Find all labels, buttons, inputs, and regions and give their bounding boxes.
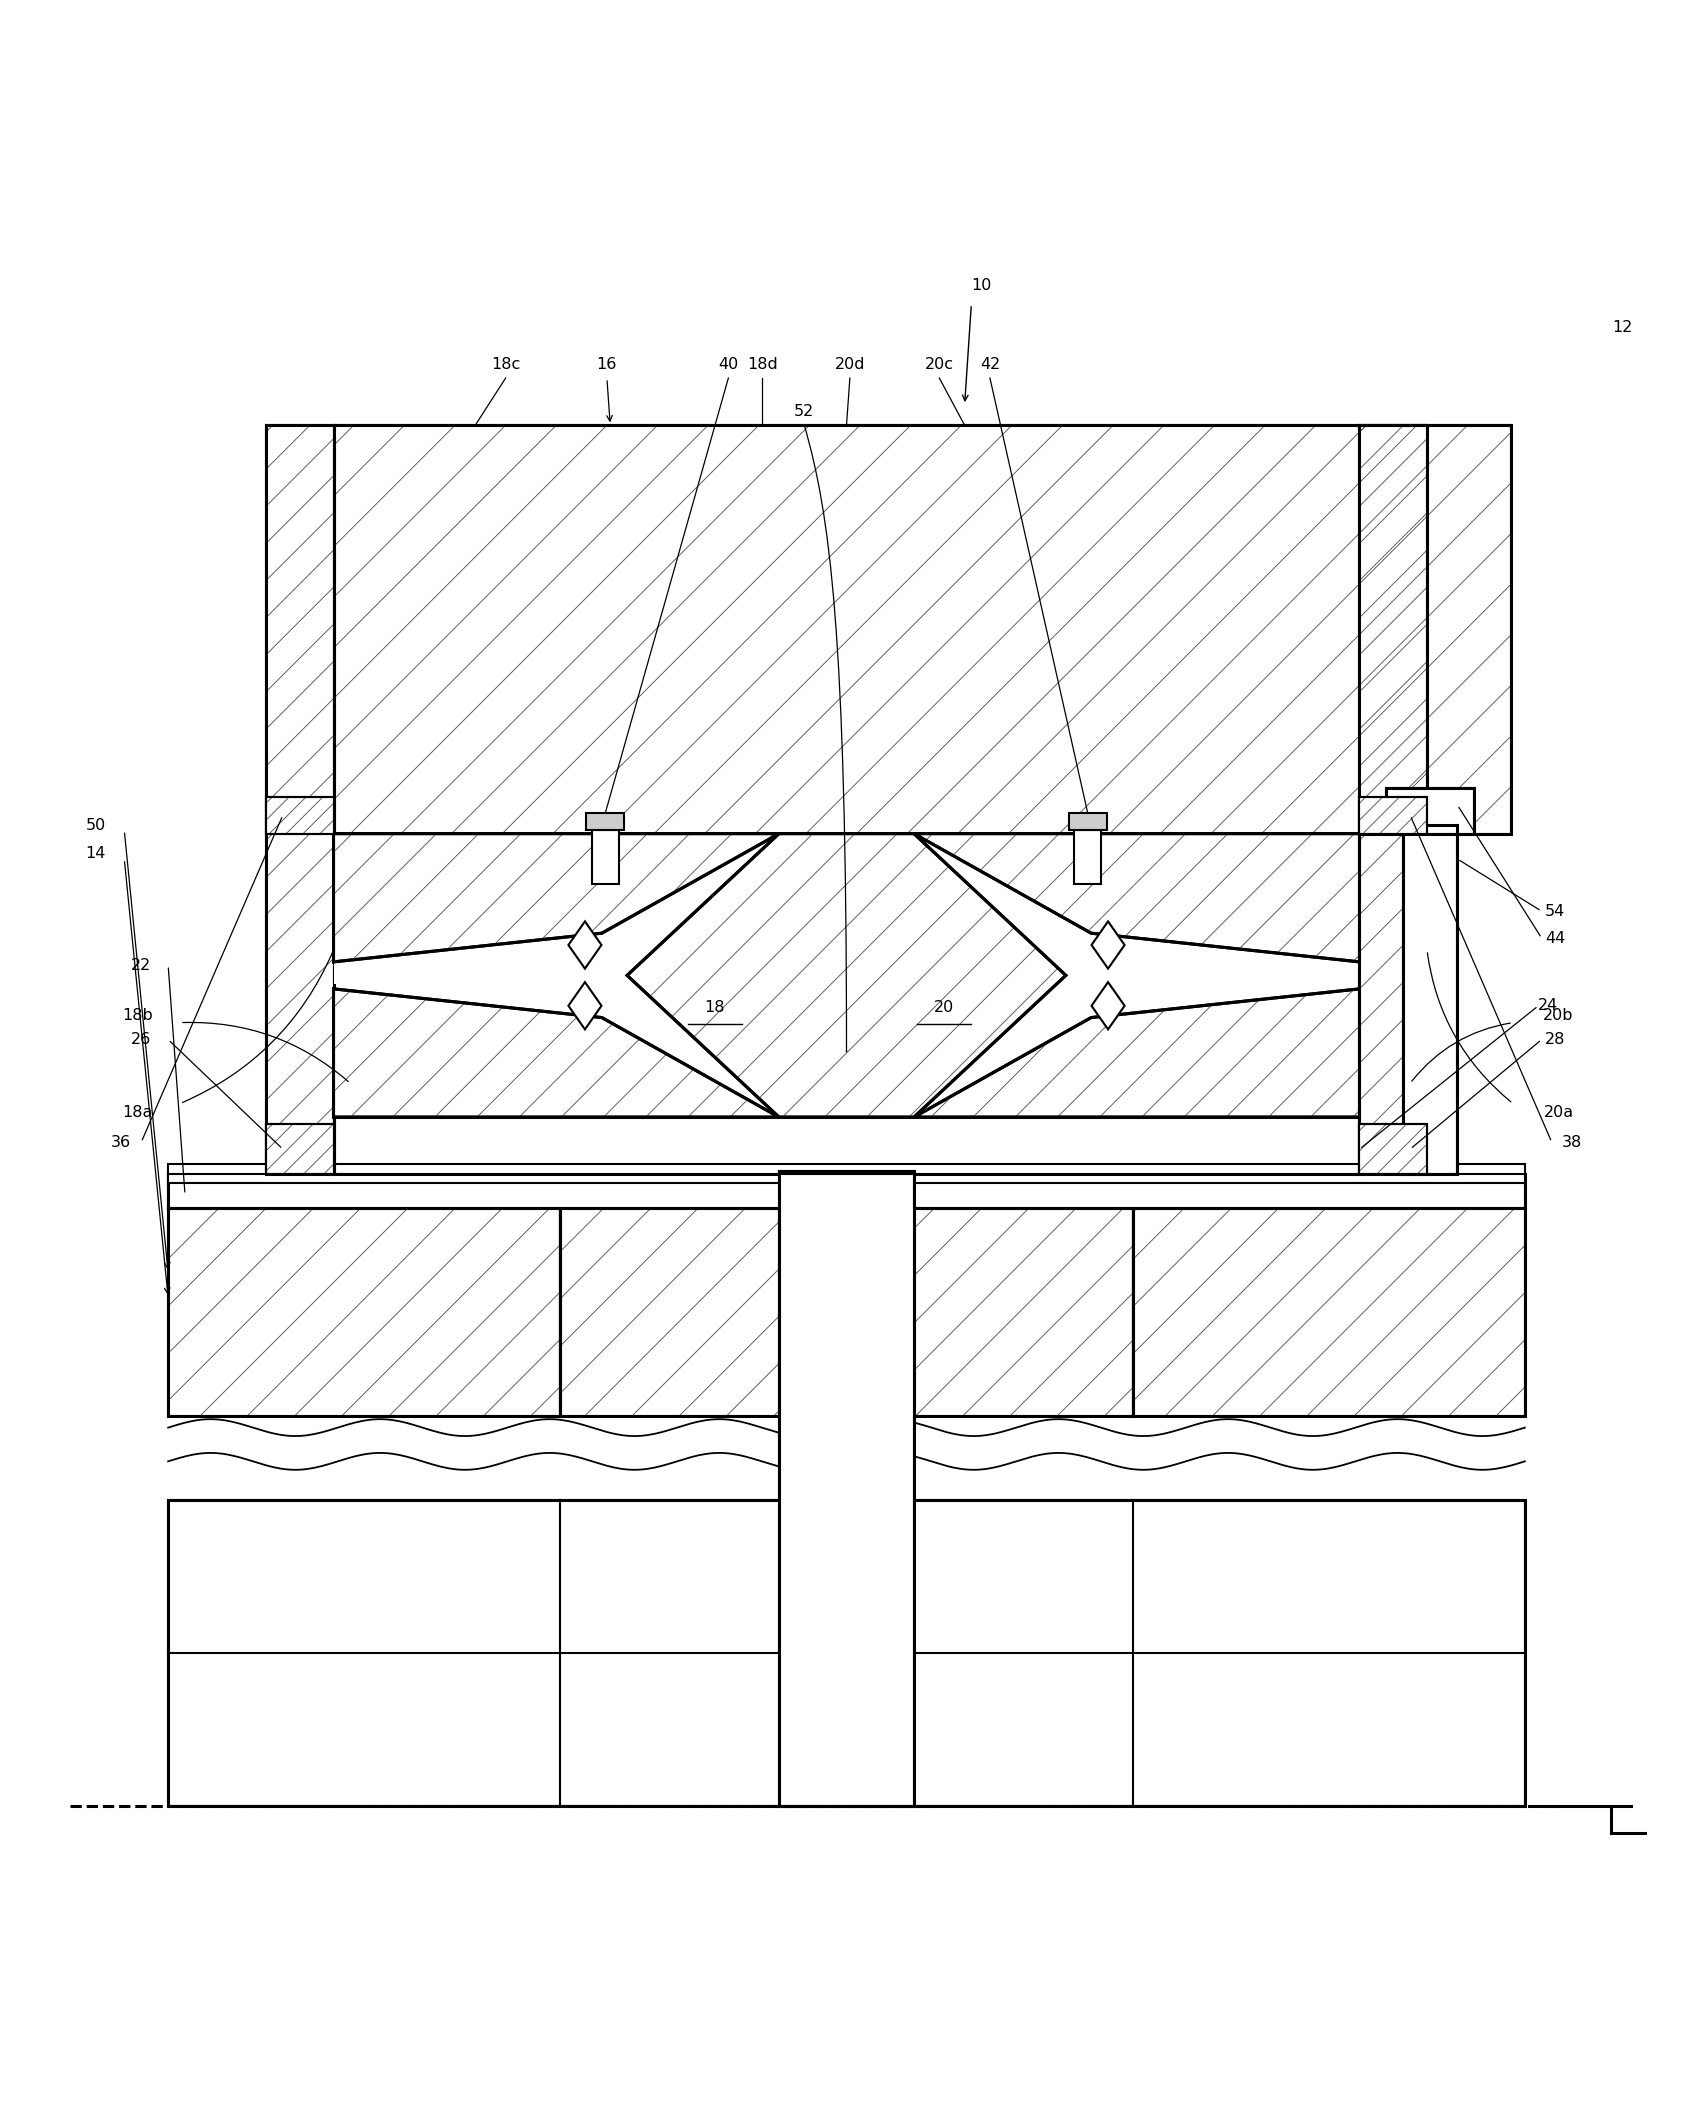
Bar [1359, 1125, 1427, 1175]
Text: 22: 22 [130, 958, 151, 973]
Bar [1068, 813, 1107, 830]
Polygon shape [914, 834, 1359, 962]
Polygon shape [334, 834, 779, 962]
Text: 28: 28 [1546, 1032, 1566, 1047]
Polygon shape [914, 990, 1359, 1116]
Bar [591, 830, 618, 885]
Bar [1387, 788, 1475, 834]
Text: 18c: 18c [491, 358, 520, 373]
Bar [1359, 1125, 1427, 1175]
Text: 18d: 18d [747, 358, 777, 373]
Bar [1359, 425, 1427, 1175]
Bar [779, 1171, 914, 1805]
Text: 20d: 20d [835, 358, 865, 373]
Text: 20a: 20a [1544, 1104, 1574, 1120]
Text: 20c: 20c [924, 358, 953, 373]
Bar [1075, 830, 1102, 885]
Text: 10: 10 [972, 278, 992, 293]
Bar [266, 425, 334, 1175]
Bar [168, 1165, 1525, 1184]
Bar [168, 1499, 1525, 1805]
Text: 38: 38 [1563, 1135, 1583, 1150]
Text: 16: 16 [596, 358, 616, 373]
Bar [334, 425, 1512, 834]
Polygon shape [626, 834, 1067, 1116]
Polygon shape [569, 922, 601, 969]
Bar [560, 1209, 1133, 1415]
Bar [168, 1499, 1525, 1805]
Bar [1387, 788, 1475, 834]
Bar [266, 1125, 334, 1175]
Bar [1359, 425, 1427, 1175]
Bar [779, 1171, 914, 1805]
Polygon shape [569, 981, 601, 1030]
Text: 24: 24 [1539, 998, 1559, 1013]
Bar [586, 813, 625, 830]
Bar [334, 1116, 1359, 1175]
Bar [266, 1125, 334, 1175]
Text: 40: 40 [718, 358, 738, 373]
Text: 54: 54 [1546, 903, 1566, 918]
Bar [266, 796, 334, 834]
Text: 52: 52 [794, 404, 814, 419]
Text: 36: 36 [110, 1135, 130, 1150]
Bar [168, 1209, 560, 1415]
Text: 18a: 18a [122, 1104, 152, 1120]
Bar [168, 1209, 560, 1415]
Polygon shape [1092, 981, 1124, 1030]
Text: 20b: 20b [1544, 1009, 1574, 1024]
Text: 12: 12 [1612, 320, 1634, 335]
Bar [1068, 813, 1107, 830]
Bar [1359, 796, 1427, 834]
Bar [1133, 1209, 1525, 1415]
Bar [1403, 826, 1458, 1175]
Text: 18b: 18b [122, 1009, 152, 1024]
Bar [168, 1175, 1525, 1209]
Bar [334, 425, 1512, 834]
Bar [1075, 830, 1102, 885]
Bar [779, 1209, 914, 1415]
Bar [591, 830, 618, 885]
Text: 50: 50 [85, 817, 105, 832]
Bar [1403, 826, 1458, 1175]
FancyArrowPatch shape [804, 425, 846, 1051]
Bar [586, 813, 625, 830]
Bar [168, 1175, 1525, 1209]
Bar [1359, 796, 1427, 834]
Text: 20: 20 [935, 1000, 955, 1015]
Polygon shape [1092, 922, 1124, 969]
Polygon shape [334, 990, 779, 1116]
Text: 26: 26 [130, 1032, 151, 1047]
Text: 14: 14 [85, 847, 105, 861]
Text: 42: 42 [980, 358, 1001, 373]
Bar [266, 796, 334, 834]
Bar [334, 834, 779, 984]
Bar [266, 425, 334, 1175]
Bar [560, 1209, 1133, 1415]
Text: 44: 44 [1546, 931, 1566, 946]
Bar [334, 1116, 1359, 1175]
Text: 18: 18 [704, 1000, 725, 1015]
Bar [1133, 1209, 1525, 1415]
